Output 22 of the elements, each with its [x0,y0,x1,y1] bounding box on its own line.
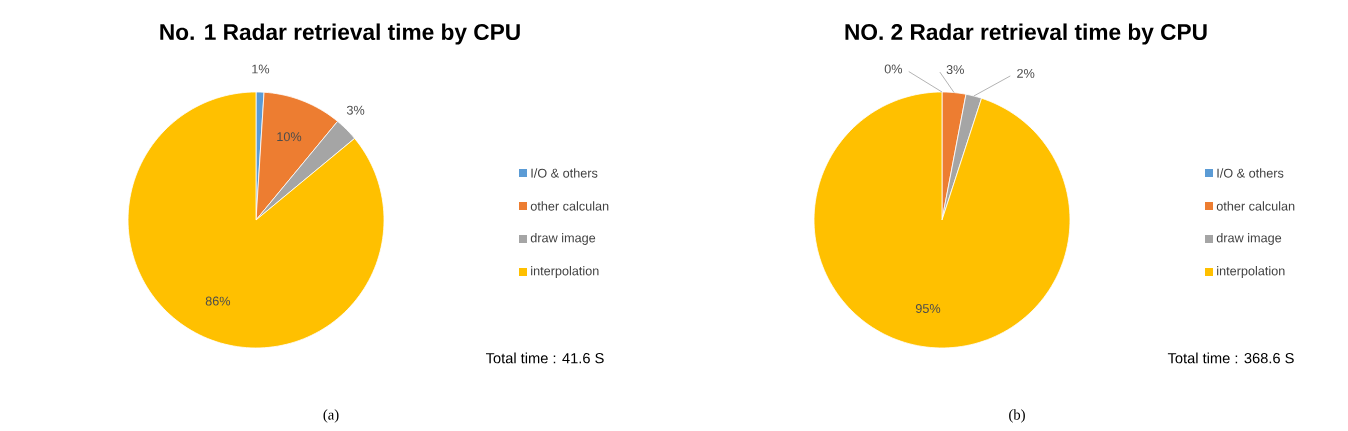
data-label: 3% [946,65,964,75]
data-label: 95% [915,304,941,313]
chart-title: NO. 2 Radar retrieval time by CPU [845,23,1207,45]
text: Total time : 368.6 S [1167,352,1294,364]
data-label: 86% [205,296,231,306]
text: 0% [884,64,903,74]
text: (a) [323,409,339,423]
legend-label: I/O & others [1217,168,1284,178]
data-label: 1% [252,64,270,74]
chart-title: No. 1 Radar retrieval time by CPU [160,23,520,45]
text: Total time : 41.6 S [485,352,604,364]
legend-label: I/O & others [531,168,598,178]
legend-label: interpolation [531,266,599,278]
legend-label: other calculan [1216,201,1295,211]
legend-label: interpolation [1217,266,1285,278]
legend-label: other calculan [530,201,609,211]
legend-label: draw image [1216,233,1282,245]
data-label: 3% [346,105,365,115]
data-label: 10% [277,132,302,142]
text: (b) [1009,409,1025,423]
legend-label: draw image [530,233,596,245]
data-label: 2% [1017,68,1035,78]
